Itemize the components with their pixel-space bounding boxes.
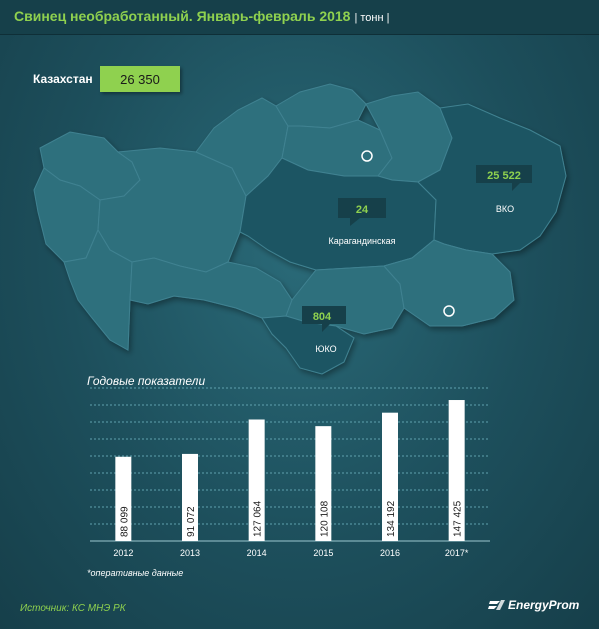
- brand-logo: EnergyProm: [488, 598, 579, 612]
- x-tick-label: 2016: [380, 548, 400, 558]
- kazakhstan-map: 24 Карагандинская 25 522 ВКО 804 ЮКО: [33, 83, 567, 375]
- bar-2014: [248, 419, 265, 541]
- x-tick-label: 2015: [313, 548, 333, 558]
- bar-2013: [182, 453, 198, 541]
- chart-title: Годовые показатели: [87, 374, 206, 388]
- source-text: Источник: КС МНЭ РК: [20, 603, 126, 614]
- title-bar: Свинец необработанный. Январь-февраль 20…: [0, 0, 599, 35]
- bar-value-label: 91 072: [186, 506, 197, 537]
- x-tick-label: 2012: [113, 548, 133, 558]
- bar-value-label: 120 108: [319, 500, 330, 537]
- bar-value-label: 134 192: [386, 500, 397, 537]
- callout-vko-value: 25 522: [487, 170, 521, 182]
- x-tick-label: 2017*: [445, 548, 469, 558]
- callout-karaganda: 24 Карагандинская: [328, 198, 396, 246]
- callout-yuko-value: 804: [313, 311, 332, 323]
- total-label: Казахстан: [33, 72, 93, 86]
- callout-vko: 25 522 ВКО: [476, 165, 532, 214]
- region-south-kazakhstan: [261, 315, 355, 375]
- energy-logo-icon: [488, 600, 505, 610]
- callout-yuko: 804 ЮКО: [302, 306, 346, 354]
- chart-grid: [90, 387, 490, 542]
- chart-bars: 88 099 91 072 127 064 120 108 134 192 147 425: [115, 400, 465, 541]
- x-tick-label: 2014: [247, 548, 267, 558]
- bar-2017: [448, 400, 465, 541]
- title-text: Свинец необработанный. Январь-февраль 20…: [14, 8, 351, 24]
- total-value: 26 350: [100, 66, 180, 92]
- bar-value-label: 127 064: [253, 500, 264, 537]
- callout-yuko-region: ЮКО: [315, 344, 336, 354]
- region-mangystau: [63, 228, 133, 351]
- bar-2015: [315, 426, 332, 541]
- capital-marker: [361, 150, 373, 162]
- region-almaty: [383, 239, 515, 327]
- bar-2012: [115, 456, 132, 541]
- x-tick-label: 2013: [180, 548, 200, 558]
- callout-karaganda-value: 24: [356, 204, 369, 216]
- footnote: *оперативные данные: [87, 568, 184, 578]
- bar-value-label: 88 099: [119, 506, 130, 537]
- bar-value-label: 147 425: [453, 500, 464, 537]
- unit-label: | тонн |: [354, 12, 390, 24]
- page-title: Свинец необработанный. Январь-февраль 20…: [14, 8, 389, 24]
- callout-karaganda-region: Карагандинская: [328, 236, 395, 246]
- bar-2016: [382, 412, 398, 541]
- brand-name: EnergyProm: [508, 598, 580, 612]
- chart-x-labels: 2012 2013 2014 2015 2016 2017*: [113, 548, 469, 558]
- callout-vko-region: ВКО: [496, 204, 514, 214]
- city-marker: [443, 305, 455, 317]
